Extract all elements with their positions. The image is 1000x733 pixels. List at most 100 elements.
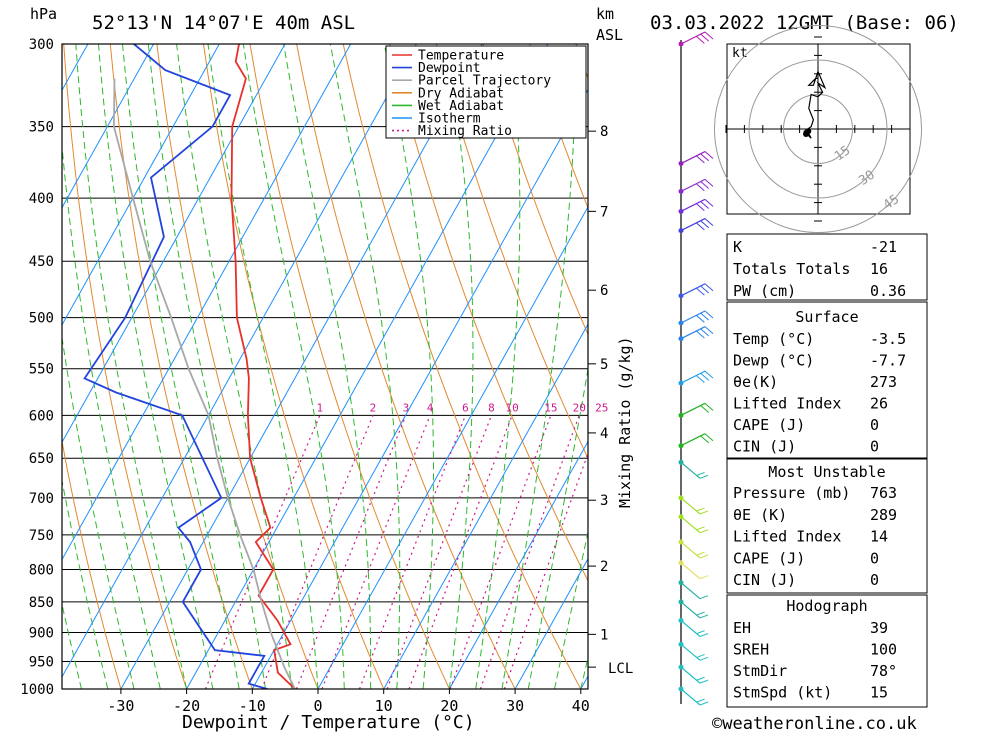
isotherm xyxy=(317,205,588,689)
indices-box-unstable xyxy=(726,458,928,594)
wet-adiabat xyxy=(445,44,474,689)
hodograph-ring-label: 15 xyxy=(832,143,853,164)
wind-barb-flag xyxy=(704,151,714,159)
wind-level-dot xyxy=(678,320,684,326)
wind-barb-flag xyxy=(696,203,705,212)
index-value-sfc-0: -3.5 xyxy=(870,330,906,348)
wet-adiabat xyxy=(527,366,588,689)
wind-barb-flag xyxy=(696,611,705,616)
wind-barb-shaft xyxy=(680,620,701,637)
hodograph-ring-label: 45 xyxy=(881,192,902,213)
x-tick-label: 40 xyxy=(572,697,590,715)
x-tick-label: 0 xyxy=(313,697,322,715)
pressure-tick-850: 850 xyxy=(29,595,54,611)
index-label-hd-0: EH xyxy=(733,619,751,637)
wind-level-dot xyxy=(678,560,684,566)
isotherm xyxy=(62,44,352,561)
index-label-hd-1: SREH xyxy=(733,641,769,659)
pressure-tick-300: 300 xyxy=(29,37,54,53)
index-value-sfc-1: -7.7 xyxy=(870,352,906,370)
hodograph-ring xyxy=(714,25,922,233)
pressure-tick-800: 800 xyxy=(29,562,54,578)
mixing-ratio-label: 8 xyxy=(488,401,495,414)
index-label-hd-2: StmDir xyxy=(733,662,787,680)
pressure-tick-1000: 1000 xyxy=(20,682,54,698)
pressure-tick-350: 350 xyxy=(29,120,54,136)
wind-barb-shaft xyxy=(680,541,701,559)
wet-adiabat xyxy=(147,44,266,689)
index-value-sfc-3: 26 xyxy=(870,395,888,413)
dry-adiabat xyxy=(296,44,516,689)
index-value-b1-0: -21 xyxy=(870,238,897,256)
km-tick-label: 6 xyxy=(600,283,608,299)
dry-adiabat xyxy=(902,44,1000,689)
wind-level-dot xyxy=(678,293,684,299)
indices-box-1 xyxy=(726,233,928,301)
wind-level-dot xyxy=(678,161,684,167)
wind-barb-flag xyxy=(696,698,705,703)
wind-barb-flag xyxy=(696,155,705,164)
index-label-sfc-1: Dewp (°C) xyxy=(733,352,814,370)
km-tick-label: 8 xyxy=(600,124,608,140)
mixing-ratio-label: 3 xyxy=(403,401,410,414)
pressure-tick-500: 500 xyxy=(29,311,54,327)
wind-barb-flag xyxy=(696,471,705,476)
index-value-sfc-4: 0 xyxy=(870,416,879,434)
wind-barb-flag xyxy=(699,656,709,661)
dry-adiabat xyxy=(389,44,588,582)
wind-barb-flag xyxy=(704,31,714,40)
wind-level-dot xyxy=(678,336,684,342)
mixing-ratio-labels: 1 2 3 4 6 8 10 15 20 25 xyxy=(316,401,608,414)
wind-barb-flag xyxy=(696,287,705,296)
wet-adiabat xyxy=(329,44,401,689)
x-tick-label: 30 xyxy=(506,697,524,715)
index-label-b1-0: K xyxy=(733,238,742,256)
mixing-ratio-line xyxy=(386,415,493,689)
wind-barb-shaft xyxy=(680,433,706,447)
x-tick-label: -20 xyxy=(173,697,200,715)
index-value-mu-0: 763 xyxy=(870,484,897,502)
wind-barb-flag xyxy=(699,679,709,684)
hodograph-unit: kt xyxy=(732,46,748,61)
series-dewpoint xyxy=(83,44,268,689)
wet-adiabats xyxy=(62,44,588,689)
dry-adiabat xyxy=(109,44,253,689)
isotherm xyxy=(62,44,155,209)
pressure-tick-950: 950 xyxy=(29,655,54,671)
km-tick-label: 1 xyxy=(600,627,608,643)
wind-barb-shaft xyxy=(680,516,701,534)
wind-barb-flag xyxy=(704,218,714,226)
wind-barb-shaft xyxy=(680,370,706,384)
mixing-ratio-line xyxy=(408,415,513,689)
wind-barb-flag xyxy=(700,435,710,444)
wind-barb-flag xyxy=(704,370,714,379)
lcl-label: LCL xyxy=(608,661,633,677)
legend-entry: Temperature xyxy=(418,49,504,64)
index-value-b1-2: 0.36 xyxy=(870,282,906,300)
wind-barb-flag xyxy=(700,181,710,189)
index-label-sfc-0: Temp (°C) xyxy=(733,330,814,348)
index-label-sfc-2: θe(K) xyxy=(733,373,778,391)
wind-barb-flag xyxy=(696,314,705,323)
wind-barb-shaft xyxy=(680,562,701,580)
wind-barb-flag xyxy=(699,633,709,637)
dry-adiabat xyxy=(249,44,450,689)
legend-entry: Wet Adiabat xyxy=(418,99,504,114)
pressure-tick-900: 900 xyxy=(29,626,54,642)
wet-adiabat xyxy=(122,44,240,689)
station-location: 52°13'N 14°07'E 40m ASL xyxy=(92,12,355,34)
index-label-mu-3: CAPE (J) xyxy=(733,549,805,567)
wind-level-dot xyxy=(678,539,684,545)
mixing-ratio-line xyxy=(503,451,588,689)
isotherms xyxy=(62,44,588,689)
dry-adiabat xyxy=(63,44,188,689)
isotherm xyxy=(62,44,417,678)
isotherm xyxy=(514,557,588,689)
wind-barb-flag xyxy=(700,201,710,209)
wind-level-dot xyxy=(678,228,684,234)
wind-level-dot xyxy=(678,380,684,386)
mixing-ratio-line xyxy=(261,415,374,689)
x-tick-label: -10 xyxy=(239,697,266,715)
wind-barb-flag xyxy=(696,330,705,339)
index-label-hd-3: StmSpd (kt) xyxy=(733,684,832,702)
